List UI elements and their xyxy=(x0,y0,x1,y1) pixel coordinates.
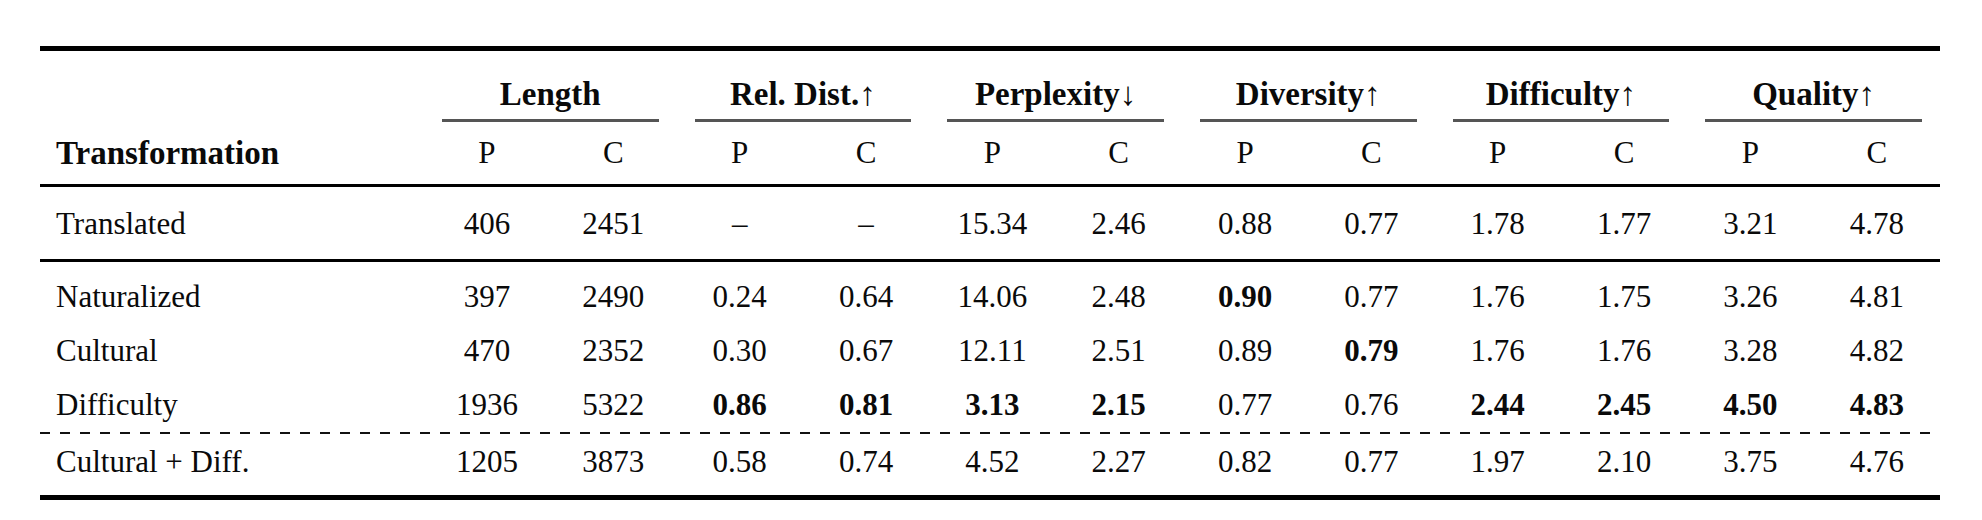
metric-cell: 2451 xyxy=(550,186,676,261)
metric-cell: 2.10 xyxy=(1561,434,1687,498)
metric-cell: 3.75 xyxy=(1687,434,1813,498)
subheader-p: P xyxy=(1687,122,1813,186)
results-table: Length Rel. Dist.↑ Perplexity↓ Diversity… xyxy=(40,46,1940,500)
metric-cell-best: 0.79 xyxy=(1308,324,1434,378)
metric-cell-best: 4.50 xyxy=(1687,378,1813,432)
metric-cell: 4.81 xyxy=(1814,261,1940,325)
row-label: Translated xyxy=(40,186,424,261)
corner-cell xyxy=(40,49,424,120)
metric-cell: 2.46 xyxy=(1056,186,1182,261)
group-header-perplexity: Perplexity↓ xyxy=(929,49,1182,120)
subheader-c: C xyxy=(1814,122,1940,186)
metric-cell: 2.27 xyxy=(1056,434,1182,498)
subheader-p: P xyxy=(1435,122,1561,186)
table-row-cultural: Cultural 470 2352 0.30 0.67 12.11 2.51 0… xyxy=(40,324,1940,378)
metric-cell: 0.74 xyxy=(803,434,929,498)
metric-cell: – xyxy=(803,186,929,261)
metric-cell: 3.21 xyxy=(1687,186,1813,261)
subheader-c: C xyxy=(1308,122,1434,186)
metric-cell: 1936 xyxy=(424,378,550,432)
group-header-length: Length xyxy=(424,49,677,120)
metric-cell: 4.82 xyxy=(1814,324,1940,378)
metric-cell: 2352 xyxy=(550,324,676,378)
metric-cell: 2490 xyxy=(550,261,676,325)
metric-cell-best: 0.86 xyxy=(677,378,803,432)
metric-cell: 2.48 xyxy=(1056,261,1182,325)
metric-cell: 3.28 xyxy=(1687,324,1813,378)
group-header-quality: Quality↑ xyxy=(1687,49,1940,120)
metric-cell: 5322 xyxy=(550,378,676,432)
group-header-rel-dist: Rel. Dist.↑ xyxy=(677,49,930,120)
metric-cell: 1.75 xyxy=(1561,261,1687,325)
metric-cell: 0.64 xyxy=(803,261,929,325)
row-label: Difficulty xyxy=(40,378,424,432)
metric-cell: 3873 xyxy=(550,434,676,498)
metric-cell: 0.76 xyxy=(1308,378,1434,432)
metric-cell: – xyxy=(677,186,803,261)
group-header-difficulty: Difficulty↑ xyxy=(1435,49,1688,120)
subheader-c: C xyxy=(1561,122,1687,186)
subheader-p: P xyxy=(1182,122,1308,186)
metric-cell: 0.77 xyxy=(1308,434,1434,498)
metric-cell-best: 2.45 xyxy=(1561,378,1687,432)
metric-cell: 0.30 xyxy=(677,324,803,378)
metric-cell: 0.88 xyxy=(1182,186,1308,261)
metric-cell: 0.67 xyxy=(803,324,929,378)
column-group-row: Length Rel. Dist.↑ Perplexity↓ Diversity… xyxy=(40,49,1940,120)
metric-cell: 0.82 xyxy=(1182,434,1308,498)
subheader-p: P xyxy=(424,122,550,186)
row-label: Cultural + Diff. xyxy=(40,434,424,498)
metric-cell: 0.77 xyxy=(1308,186,1434,261)
subheader-c: C xyxy=(803,122,929,186)
metric-cell-best: 0.81 xyxy=(803,378,929,432)
metric-cell: 0.24 xyxy=(677,261,803,325)
metric-cell: 470 xyxy=(424,324,550,378)
metric-cell: 4.78 xyxy=(1814,186,1940,261)
paper-table-figure: Length Rel. Dist.↑ Perplexity↓ Diversity… xyxy=(0,0,1982,520)
metric-cell: 3.26 xyxy=(1687,261,1813,325)
metric-cell-best: 2.44 xyxy=(1435,378,1561,432)
metric-cell: 4.52 xyxy=(929,434,1055,498)
table-row-translated: Translated 406 2451 – – 15.34 2.46 0.88 … xyxy=(40,186,1940,261)
metric-cell: 0.58 xyxy=(677,434,803,498)
metric-cell: 1205 xyxy=(424,434,550,498)
metric-cell: 12.11 xyxy=(929,324,1055,378)
metric-cell: 397 xyxy=(424,261,550,325)
metric-cell: 0.89 xyxy=(1182,324,1308,378)
table-row-difficulty: Difficulty 1936 5322 0.86 0.81 3.13 2.15… xyxy=(40,378,1940,432)
metric-cell: 4.76 xyxy=(1814,434,1940,498)
subheader-c: C xyxy=(550,122,676,186)
metric-cell: 1.76 xyxy=(1435,324,1561,378)
metric-cell: 2.51 xyxy=(1056,324,1182,378)
metric-cell: 0.77 xyxy=(1182,378,1308,432)
metric-cell: 1.97 xyxy=(1435,434,1561,498)
column-header-transformation: Transformation xyxy=(40,122,424,186)
metric-cell: 0.77 xyxy=(1308,261,1434,325)
subheader-p: P xyxy=(677,122,803,186)
metric-cell: 14.06 xyxy=(929,261,1055,325)
metric-cell: 1.76 xyxy=(1435,261,1561,325)
metric-cell-best: 3.13 xyxy=(929,378,1055,432)
metric-cell-best: 0.90 xyxy=(1182,261,1308,325)
metric-cell: 1.77 xyxy=(1561,186,1687,261)
metric-cell-best: 4.83 xyxy=(1814,378,1940,432)
row-label: Cultural xyxy=(40,324,424,378)
subheader-p: P xyxy=(929,122,1055,186)
table-row-cultural-diff: Cultural + Diff. 1205 3873 0.58 0.74 4.5… xyxy=(40,434,1940,498)
subheader-c: C xyxy=(1056,122,1182,186)
subheader-row: Transformation P C P C P C P C P C P C xyxy=(40,122,1940,186)
metric-cell: 1.78 xyxy=(1435,186,1561,261)
metric-cell-best: 2.15 xyxy=(1056,378,1182,432)
group-header-diversity: Diversity↑ xyxy=(1182,49,1435,120)
metric-cell: 406 xyxy=(424,186,550,261)
metric-cell: 1.76 xyxy=(1561,324,1687,378)
row-label: Naturalized xyxy=(40,261,424,325)
metric-cell: 15.34 xyxy=(929,186,1055,261)
table-row-naturalized: Naturalized 397 2490 0.24 0.64 14.06 2.4… xyxy=(40,261,1940,325)
